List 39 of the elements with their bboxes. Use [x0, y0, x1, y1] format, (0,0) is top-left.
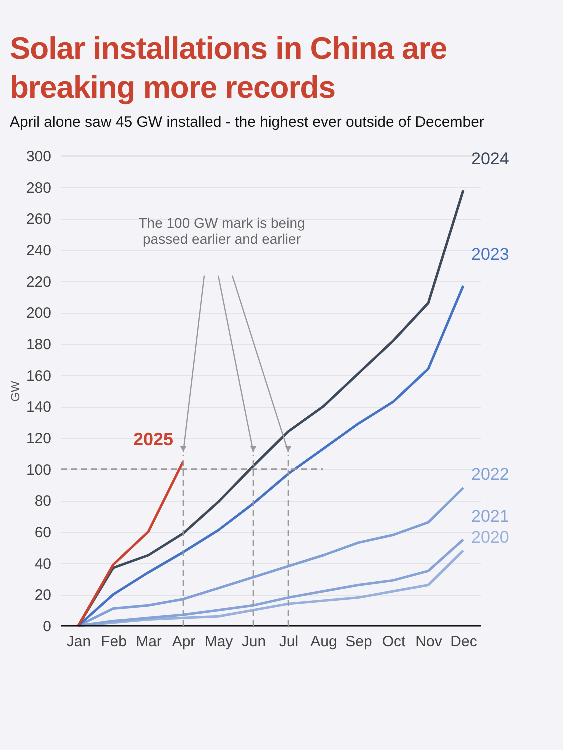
x-tick-label: Sep [346, 633, 372, 650]
series-label: 2021 [472, 506, 510, 526]
y-tick-label: 0 [43, 618, 52, 635]
x-tick-label: Mar [136, 633, 162, 650]
y-tick-label: 280 [26, 179, 52, 196]
y-tick-label: 220 [26, 273, 52, 290]
x-tick-label: Jul [279, 633, 299, 650]
y-tick-label: 260 [26, 210, 52, 228]
y-tick-label: 160 [26, 367, 52, 384]
x-tick-label: Apr [172, 633, 196, 650]
y-tick-label: 240 [26, 242, 52, 259]
chart-subtitle: April alone saw 45 GW installed - the highest ever outside of December [10, 114, 486, 130]
y-tick-label: 120 [26, 430, 52, 447]
x-tick-label: Dec [450, 633, 478, 650]
x-tick-label: Jan [66, 633, 92, 650]
y-tick-label: 80 [34, 492, 52, 510]
y-tick-label: 100 [26, 461, 52, 478]
x-tick-label: Feb [101, 633, 127, 650]
y-axis-title: GW [8, 380, 22, 402]
y-tick-label: 300 [26, 148, 52, 165]
x-tick-label: Jun [242, 633, 266, 650]
y-tick-label: 200 [26, 304, 52, 322]
annotation: The 100 GW mark is being passed earlier and earlier [138, 214, 306, 247]
series-label: 2023 [472, 244, 510, 264]
x-tick-label: May [204, 633, 234, 650]
y-tick-label: 20 [34, 586, 52, 604]
y-tick-label: 40 [34, 555, 52, 572]
y-tick-label: 60 [34, 524, 52, 541]
series-label: 2022 [472, 464, 510, 484]
x-tick-label: Aug [310, 633, 338, 650]
line-series [77, 460, 185, 627]
x-tick-label: Nov [416, 633, 443, 650]
x-tick-label: Oct [382, 633, 406, 650]
chart-title: Solar installations in China are breaking more records [10, 30, 448, 107]
series-label: 2025 [133, 429, 174, 449]
y-tick-label: 140 [26, 398, 52, 416]
y-tick-label: 180 [26, 336, 52, 353]
series-label: 2024 [472, 148, 510, 168]
series-label: 2020 [472, 527, 510, 546]
